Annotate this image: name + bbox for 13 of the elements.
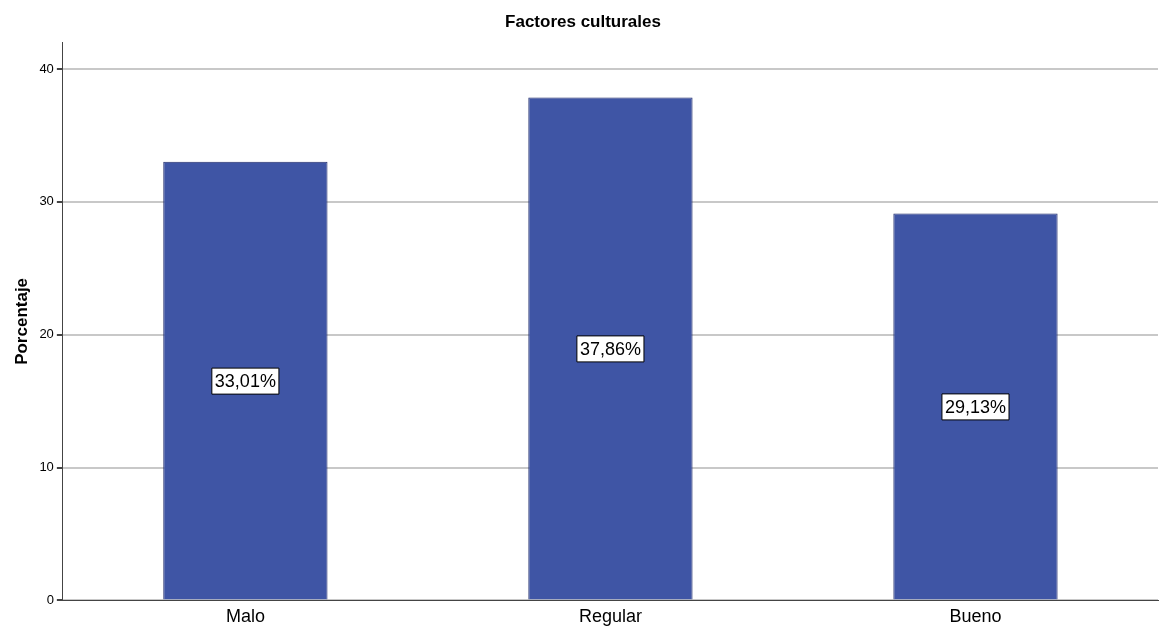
y-tick-label: 0 — [46, 591, 54, 607]
x-tick-label: Bueno — [949, 606, 1002, 627]
y-axis-title: Porcentaje — [11, 277, 31, 365]
data-label: 29,13% — [944, 396, 1007, 417]
y-tick-label: 20 — [39, 326, 54, 342]
data-label: 37,86% — [579, 338, 641, 359]
y-tick-label: 10 — [39, 459, 54, 475]
x-tick-label: Malo — [225, 606, 265, 627]
x-tick-label: Regular — [578, 606, 642, 627]
chart-title: Factores culturales — [505, 11, 661, 31]
y-tick-label: 30 — [39, 193, 54, 209]
data-label: 33,01% — [214, 371, 276, 392]
y-tick-label: 40 — [39, 60, 54, 76]
